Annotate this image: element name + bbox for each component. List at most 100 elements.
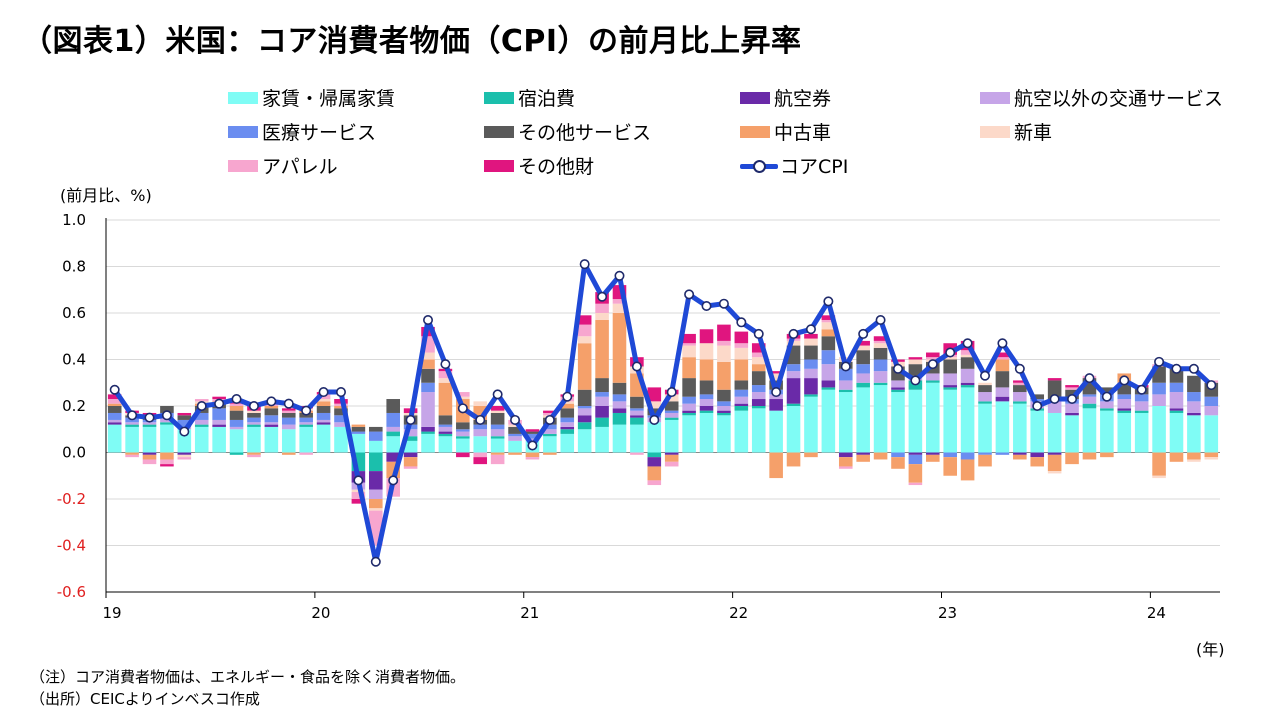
bar-segment-other_svc xyxy=(351,426,366,432)
bar-segment-rent xyxy=(421,433,435,453)
core-cpi-point xyxy=(997,338,1008,349)
bar-segment-other_svc xyxy=(1047,380,1062,400)
bar-segment-used_cars xyxy=(490,452,505,455)
legend-item: 医療サービス xyxy=(228,118,376,145)
legend-label: その他サービス xyxy=(518,122,652,144)
bar-segment-used_cars xyxy=(908,464,923,483)
bar-segment-airfare xyxy=(699,406,714,411)
bar-segment-apparel xyxy=(125,454,139,458)
bar-segment-medical xyxy=(194,412,209,420)
bar-segment-apparel xyxy=(456,392,470,397)
core-cpi-point xyxy=(910,375,921,386)
bar-segment-rent xyxy=(804,396,818,453)
bar-segment-transport xyxy=(525,438,540,441)
core-cpi-point xyxy=(283,398,294,409)
bar-segment-other_svc xyxy=(1100,387,1114,395)
bar-segment-apparel xyxy=(543,412,557,416)
bar-segment-used_cars xyxy=(926,454,940,462)
core-cpi-point xyxy=(248,400,259,411)
bar-segment-medical xyxy=(421,382,435,393)
bar-segment-used_cars xyxy=(125,452,139,455)
bar-segment-other_svc xyxy=(595,378,609,393)
bar-segment-medical xyxy=(891,452,905,458)
bar-segment-rent xyxy=(838,392,853,453)
bar-segment-lodging xyxy=(194,424,209,427)
bar-segment-other_svc xyxy=(682,378,696,397)
bar-segment-other_svc xyxy=(508,426,522,434)
bar-segment-medical xyxy=(978,452,992,455)
bar-segment-apparel xyxy=(873,340,888,344)
bar-segment-used_cars xyxy=(438,382,453,416)
bar-segment-rent xyxy=(403,440,418,453)
bar-segment-transport xyxy=(960,368,975,383)
bar-segment-apparel xyxy=(525,457,540,460)
legend-item: 新車 xyxy=(980,118,1052,145)
bar-segment-airfare xyxy=(856,452,870,455)
core-cpi-point xyxy=(1154,356,1165,367)
bar-segment-rent xyxy=(247,426,261,453)
bar-segment-new_cars xyxy=(177,454,192,458)
core-cpi-point xyxy=(179,426,190,437)
legend-item: アパレル xyxy=(228,152,338,179)
bar-segment-lodging xyxy=(682,412,696,416)
bar-segment-used_cars xyxy=(281,452,296,455)
bar-segment-used_cars xyxy=(595,319,609,379)
bar-segment-lodging xyxy=(960,385,975,388)
bar-segment-other_svc xyxy=(560,408,575,418)
bar-segment-apparel xyxy=(717,340,731,346)
bar-segment-used_cars xyxy=(960,459,975,481)
bar-segment-lodging xyxy=(456,436,470,439)
bar-segment-other_svc xyxy=(664,401,679,411)
bar-segment-used_cars xyxy=(421,359,435,369)
bar-segment-new_cars xyxy=(473,401,488,406)
bar-segment-rent xyxy=(107,424,122,453)
bar-segment-transport xyxy=(438,426,453,432)
bar-segment-apparel xyxy=(299,452,313,455)
legend-swatch xyxy=(228,159,258,172)
bar-segment-medical xyxy=(212,408,226,420)
bar-segment-rent xyxy=(1082,408,1097,453)
bar-segment-other_goods xyxy=(856,340,870,346)
bar-segment-rent xyxy=(490,438,505,453)
bar-segment-medical xyxy=(1134,394,1149,402)
bar-segment-lodging xyxy=(438,433,453,437)
bar-segment-airfare xyxy=(647,457,662,467)
bar-segment-new_cars xyxy=(751,357,766,365)
bar-segment-rent xyxy=(1169,412,1184,453)
core-cpi-point xyxy=(1032,400,1043,411)
bar-segment-transport xyxy=(369,489,383,499)
bar-segment-medical xyxy=(229,419,244,427)
bar-segment-transport xyxy=(473,429,488,437)
bar-segment-medical xyxy=(995,452,1010,455)
bar-segment-other_svc xyxy=(160,406,174,413)
bar-segment-other_goods xyxy=(456,452,470,458)
y-tick-label: 0.0 xyxy=(62,444,86,462)
bar-segment-other_goods xyxy=(647,387,662,402)
core-cpi-point xyxy=(214,398,225,409)
bar-segment-lodging xyxy=(490,436,505,439)
bar-segment-transport xyxy=(612,401,627,409)
bar-segment-other_svc xyxy=(856,350,870,365)
bar-segment-airfare xyxy=(316,422,331,425)
bar-segment-transport xyxy=(212,419,226,425)
bar-segment-transport xyxy=(1047,401,1062,413)
bar-segment-apparel xyxy=(490,454,505,465)
bar-segment-rent xyxy=(943,389,957,453)
bar-segment-used_cars xyxy=(1152,452,1166,476)
bar-segment-rent xyxy=(1117,412,1132,453)
bar-segment-medical xyxy=(386,412,400,427)
bar-segment-new_cars xyxy=(560,401,575,404)
bar-segment-other_svc xyxy=(490,412,505,425)
bar-segment-lodging xyxy=(943,387,957,390)
core-cpi-point xyxy=(475,414,486,425)
core-cpi-point xyxy=(196,400,207,411)
bar-segment-lodging xyxy=(786,403,801,406)
bar-segment-airfare xyxy=(786,378,801,404)
bar-segment-medical xyxy=(717,401,731,406)
core-cpi-point xyxy=(788,328,799,339)
bar-segment-transport xyxy=(699,399,714,406)
bar-segment-used_cars xyxy=(142,454,157,460)
bar-segment-transport xyxy=(595,396,609,406)
bar-segment-apparel xyxy=(194,399,209,402)
bar-segment-lodging xyxy=(734,406,749,411)
